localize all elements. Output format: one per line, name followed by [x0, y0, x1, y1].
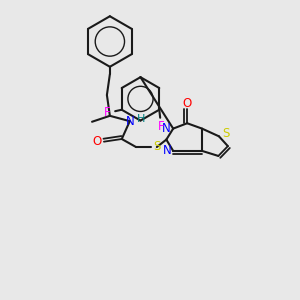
Text: S: S: [153, 140, 160, 153]
Text: F: F: [158, 120, 164, 133]
Text: N: N: [163, 144, 172, 158]
Text: F: F: [103, 106, 110, 119]
Text: H: H: [137, 114, 145, 124]
Text: O: O: [182, 97, 192, 110]
Text: N: N: [125, 115, 134, 128]
Text: O: O: [92, 135, 102, 148]
Text: S: S: [222, 127, 229, 140]
Text: N: N: [162, 122, 171, 135]
